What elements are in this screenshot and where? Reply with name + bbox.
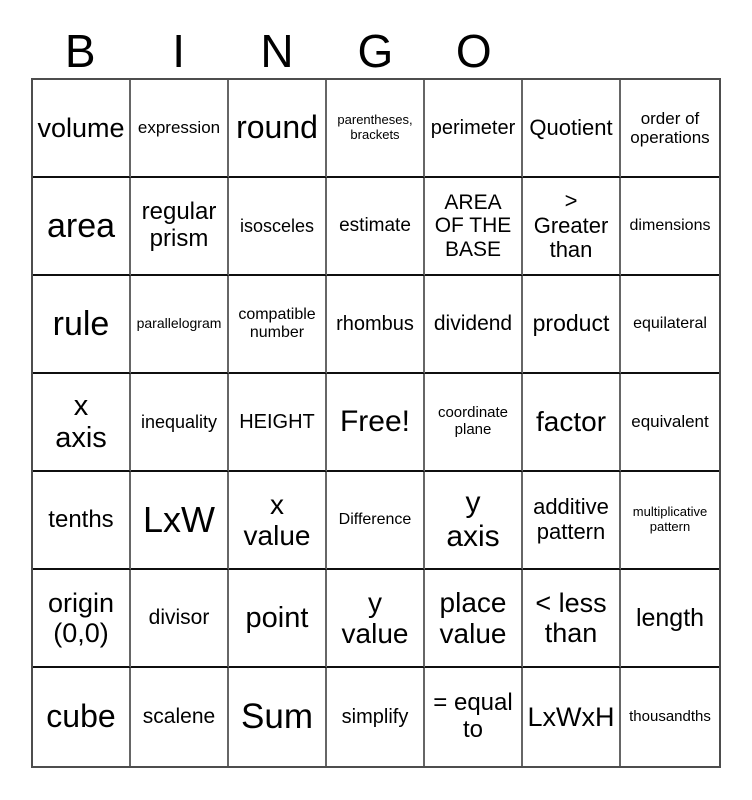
bingo-cell-free[interactable]: Free! (327, 374, 425, 472)
bingo-cell[interactable]: regular prism (131, 178, 229, 276)
bingo-cell[interactable]: compatible number (229, 276, 327, 374)
bingo-cell[interactable]: dividend (425, 276, 523, 374)
bingo-cell[interactable]: HEIGHT (229, 374, 327, 472)
bingo-cell[interactable]: Quotient (523, 80, 621, 178)
bingo-cell[interactable]: dimensions (621, 178, 719, 276)
bingo-cell[interactable]: > Greater than (523, 178, 621, 276)
bingo-cell[interactable]: point (229, 570, 327, 668)
bingo-cell[interactable]: cube (33, 668, 131, 766)
bingo-cell[interactable]: origin (0,0) (33, 570, 131, 668)
bingo-cell[interactable]: product (523, 276, 621, 374)
bingo-cell[interactable]: coordinate plane (425, 374, 523, 472)
bingo-cell[interactable]: LxW (131, 472, 229, 570)
bingo-cell[interactable]: length (621, 570, 719, 668)
bingo-cell[interactable]: Difference (327, 472, 425, 570)
bingo-cell[interactable]: equilateral (621, 276, 719, 374)
bingo-cell[interactable]: Sum (229, 668, 327, 766)
bingo-cell[interactable]: round (229, 80, 327, 178)
bingo-cell[interactable]: simplify (327, 668, 425, 766)
bingo-cell[interactable]: inequality (131, 374, 229, 472)
bingo-cell[interactable]: y axis (425, 472, 523, 570)
bingo-cell[interactable]: tenths (33, 472, 131, 570)
bingo-cell[interactable]: y value (327, 570, 425, 668)
bingo-cell[interactable]: parentheses, brackets (327, 80, 425, 178)
bingo-cell[interactable]: factor (523, 374, 621, 472)
title-letter-n: N (260, 25, 294, 77)
bingo-cell[interactable]: order of operations (621, 80, 719, 178)
title-letter-g: G (357, 25, 394, 77)
bingo-cell[interactable]: parallelogram (131, 276, 229, 374)
bingo-cell[interactable]: x value (229, 472, 327, 570)
bingo-cell[interactable]: thousandths (621, 668, 719, 766)
title-letter-o: O (455, 25, 492, 77)
bingo-cell[interactable]: divisor (131, 570, 229, 668)
bingo-cell[interactable]: AREA OF THE BASE (425, 178, 523, 276)
bingo-cell[interactable]: rhombus (327, 276, 425, 374)
bingo-cell[interactable]: scalene (131, 668, 229, 766)
bingo-cell[interactable]: place value (425, 570, 523, 668)
bingo-cell[interactable]: equivalent (621, 374, 719, 472)
bingo-cell[interactable]: = equal to (425, 668, 523, 766)
bingo-cell[interactable]: estimate (327, 178, 425, 276)
bingo-grid: volume expression round parentheses, bra… (31, 78, 721, 768)
bingo-cell[interactable]: x axis (33, 374, 131, 472)
bingo-title: B I N G O (31, 0, 523, 78)
bingo-cell[interactable]: perimeter (425, 80, 523, 178)
bingo-cell[interactable]: expression (131, 80, 229, 178)
bingo-cell[interactable]: rule (33, 276, 131, 374)
bingo-cell[interactable]: LxWxH (523, 668, 621, 766)
bingo-cell[interactable]: isosceles (229, 178, 327, 276)
title-letter-b: B (64, 25, 96, 77)
bingo-cell[interactable]: area (33, 178, 131, 276)
bingo-cell[interactable]: volume (33, 80, 131, 178)
bingo-cell[interactable]: multiplicative pattern (621, 472, 719, 570)
bingo-cell[interactable]: < less than (523, 570, 621, 668)
bingo-cell[interactable]: additive pattern (523, 472, 621, 570)
title-letter-i: I (172, 25, 185, 77)
